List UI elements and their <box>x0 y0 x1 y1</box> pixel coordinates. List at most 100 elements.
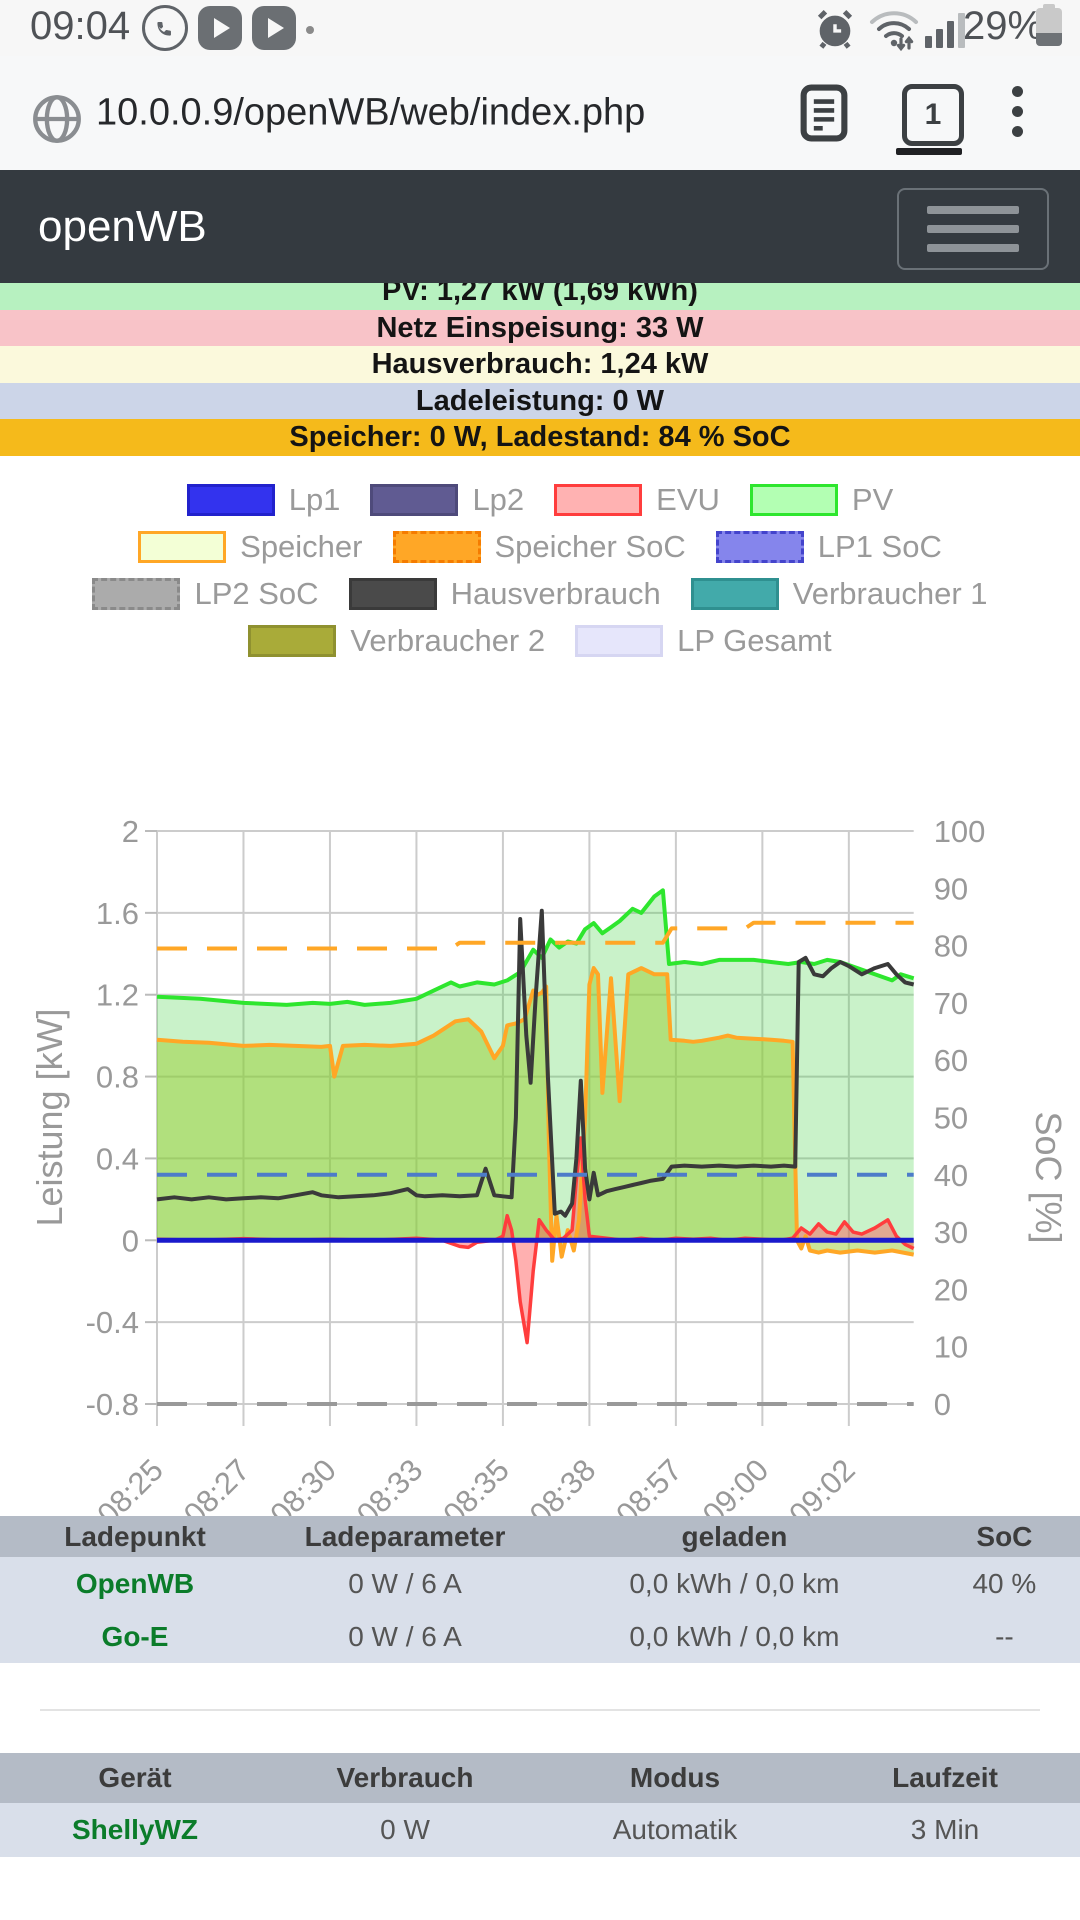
column-header: geladen <box>681 1520 788 1552</box>
legend-swatch <box>138 531 227 563</box>
legend-item-speicher-soc[interactable]: Speicher SoC <box>392 529 686 565</box>
table-cell: 3 Min <box>910 1814 980 1845</box>
svg-text:60: 60 <box>934 1043 968 1078</box>
svg-text:50: 50 <box>934 1101 968 1136</box>
legend-item-lp2-soc[interactable]: LP2 SoC <box>92 576 319 612</box>
legend-swatch <box>392 531 481 563</box>
android-status-bar: 09:04 29% <box>0 0 1080 56</box>
svg-text:1.2: 1.2 <box>96 978 139 1013</box>
legend-row: Verbraucher 2 LP Gesamt <box>0 623 1080 659</box>
legend-item-verbraucher-1[interactable]: Verbraucher 1 <box>690 576 988 612</box>
table-cell: Automatik <box>612 1814 738 1845</box>
table-row: Go-E 0 W / 6 A 0,0 kWh / 0,0 km -- <box>0 1610 1080 1663</box>
status-strip-lade: Ladeleistung: 0 W <box>0 382 1080 420</box>
browser-url-bar[interactable]: 10.0.0.9/openWB/web/index.php 1 <box>0 56 1080 170</box>
svg-text:-0.4: -0.4 <box>86 1305 139 1340</box>
tab-count-label: 1 <box>924 98 942 131</box>
legend-item-lp-gesamt[interactable]: LP Gesamt <box>575 623 832 659</box>
column-header: Gerät <box>98 1762 172 1793</box>
legend-label: PV <box>851 482 894 517</box>
legend-swatch <box>248 625 337 657</box>
hamburger-menu-button[interactable] <box>897 188 1049 270</box>
table-cell: -- <box>995 1620 1014 1652</box>
x-tick-label: 08:25 <box>90 1452 170 1522</box>
device-table: Gerät Verbrauch Modus Laufzeit ShellyWZ 0 W Au… <box>0 1753 1080 1857</box>
legend-swatch <box>186 484 275 516</box>
legend-item-hausverbrauch[interactable]: Hausverbrauch <box>348 576 661 612</box>
youtube-icon-2 <box>252 6 296 50</box>
power-chart-svg: 21.61.20.80.40-0.4-0.8100908070605040302… <box>29 814 1069 1532</box>
clock-label: 09:04 <box>30 4 131 48</box>
legend-label: Speicher <box>240 529 363 564</box>
status-strip-speicher: Speicher: 0 W, Ladestand: 84 % SoC <box>0 419 1080 456</box>
table-cell: 0,0 kWh / 0,0 km <box>629 1567 840 1599</box>
legend-swatch <box>348 578 437 610</box>
svg-text:10: 10 <box>934 1330 968 1365</box>
battery-icon <box>1036 4 1062 46</box>
row-name: ShellyWZ <box>71 1814 198 1845</box>
legend-item-lp1[interactable]: Lp1 <box>186 482 341 518</box>
svg-text:90: 90 <box>934 871 968 906</box>
x-tick-label: 09:00 <box>696 1452 776 1522</box>
legend-item-lp1-soc[interactable]: LP1 SoC <box>715 529 942 565</box>
row-name: OpenWB <box>75 1567 195 1599</box>
row-name: Go-E <box>101 1620 169 1652</box>
legend-label: LP1 SoC <box>817 529 942 564</box>
legend-item-evu[interactable]: EVU <box>554 482 720 518</box>
status-strip-haus: Hausverbrauch: 1,24 kW <box>0 346 1080 383</box>
column-header: Ladeparameter <box>304 1520 506 1552</box>
x-tick-label: 08:33 <box>350 1452 430 1522</box>
url-text[interactable]: 10.0.0.9/openWB/web/index.php <box>96 91 646 134</box>
svg-text:20: 20 <box>934 1272 968 1307</box>
column-header: Verbrauch <box>336 1762 474 1793</box>
legend-row: LP2 SoC Hausverbrauch Verbraucher 1 <box>0 576 1080 612</box>
app-navbar: openWB <box>0 170 1080 283</box>
svg-text:40: 40 <box>934 1158 968 1193</box>
legend-swatch <box>575 625 664 657</box>
svg-text:2: 2 <box>122 814 139 849</box>
legend-label: Lp1 <box>288 482 341 517</box>
svg-text:0.8: 0.8 <box>96 1060 139 1095</box>
globe-icon <box>28 90 86 153</box>
tab-counter-button[interactable]: 1 <box>902 84 964 146</box>
legend-swatch <box>92 578 181 610</box>
table-cell: 40 % <box>972 1567 1037 1599</box>
right-axis-title: SoC [%] <box>1028 1111 1069 1243</box>
x-tick-label: 09:02 <box>782 1452 862 1522</box>
svg-text:-0.8: -0.8 <box>86 1387 139 1422</box>
legend-item-speicher[interactable]: Speicher <box>138 529 363 565</box>
x-tick-label: 08:57 <box>609 1452 689 1522</box>
legend-label: Hausverbrauch <box>450 576 661 611</box>
legend-label: Speicher SoC <box>494 529 686 564</box>
notification-dot <box>306 26 314 34</box>
legend-item-verbraucher-2[interactable]: Verbraucher 2 <box>248 623 545 659</box>
legend-swatch <box>554 484 643 516</box>
legend-row: Speicher Speicher SoC LP1 SoC <box>0 529 1080 565</box>
status-strip-netz: Netz Einspeisung: 33 W <box>0 309 1080 347</box>
legend-label: Lp2 <box>472 482 525 517</box>
legend-item-pv[interactable]: PV <box>749 482 894 518</box>
tab-counter-underline <box>896 148 962 155</box>
power-chart: 2 1.6 1.2 0.8 0.4 0 -0.4 -0.8 100 90 80 70 60 50 40 30 2… <box>0 672 1080 1532</box>
wifi-icon <box>868 8 920 57</box>
app-title: openWB <box>38 201 207 251</box>
column-header: Modus <box>629 1762 721 1793</box>
reader-mode-icon[interactable] <box>796 82 852 149</box>
legend-label: LP Gesamt <box>677 623 832 658</box>
status-strips: PV: 1,27 kW (1,69 kWh) Netz Einspeisung: … <box>0 273 1080 456</box>
column-header: Ladepunkt <box>64 1520 206 1552</box>
legend-item-lp2[interactable]: Lp2 <box>370 482 524 518</box>
x-tick-label: 08:38 <box>523 1452 603 1522</box>
table-header-row: Ladepunkt Ladeparameter geladen SoC <box>0 1516 1080 1557</box>
svg-text:80: 80 <box>934 929 968 964</box>
legend-swatch <box>715 531 804 563</box>
table-header-row: Gerät Verbrauch Modus Laufzeit <box>0 1753 1080 1803</box>
chart-legend: Lp1 Lp2 EVU PV Speicher Speicher SoC LP1 SoC LP… <box>0 456 1080 672</box>
svg-text:70: 70 <box>934 986 968 1021</box>
legend-label: Verbraucher 2 <box>350 623 546 658</box>
table-cell: 0 W <box>380 1814 430 1845</box>
kebab-menu-icon[interactable] <box>1012 86 1023 138</box>
legend-row: Lp1 Lp2 EVU PV <box>0 482 1080 518</box>
svg-text:1.6: 1.6 <box>96 896 139 931</box>
signal-icon <box>925 12 969 48</box>
